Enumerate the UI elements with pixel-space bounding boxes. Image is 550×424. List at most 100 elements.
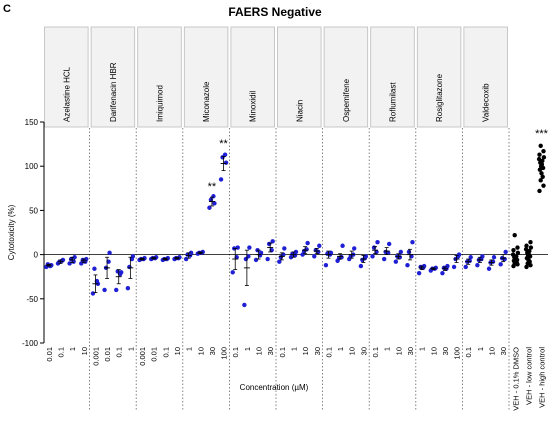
control-point [538, 178, 543, 183]
x-tick-label: 30 [359, 347, 368, 355]
data-point [475, 263, 480, 268]
x-tick-label: 0.1 [371, 347, 380, 357]
control-significance-annotation: *** [535, 128, 549, 140]
y-tick-label: 150 [25, 118, 39, 127]
data-point [451, 264, 457, 270]
group-header-box [370, 26, 415, 128]
group-header-label: Azelastine HCL [62, 66, 71, 122]
data-point [293, 249, 299, 255]
panel-letter: C [3, 3, 11, 15]
control-point [524, 243, 529, 248]
data-point [92, 266, 97, 271]
data-point [183, 256, 189, 262]
data-point [72, 255, 77, 260]
x-tick-label: 0.01 [45, 347, 54, 362]
data-point [468, 255, 473, 260]
x-tick-label: 30 [406, 347, 415, 355]
group-header-label: Roflumilast [389, 82, 398, 122]
y-tick-label: 50 [29, 206, 38, 215]
x-tick-label: 1 [418, 347, 427, 351]
x-tick-label: 10 [394, 347, 403, 355]
data-point [370, 254, 375, 259]
x-axis-label: Concentration (µM) [240, 383, 309, 392]
x-tick-label: 1 [336, 347, 345, 351]
group-header-box [90, 26, 136, 128]
x-tick-label: 0.01 [150, 347, 159, 362]
x-tick-label: 10 [301, 347, 310, 355]
x-tick-label: 30 [208, 347, 217, 355]
data-point [440, 270, 445, 276]
control-point [515, 245, 520, 250]
control-point [541, 148, 546, 154]
x-tick-label: 1 [383, 347, 392, 351]
data-point [486, 266, 492, 271]
control-point [537, 152, 542, 157]
data-point [218, 177, 224, 182]
data-point [212, 201, 217, 206]
data-point [127, 264, 132, 270]
group-header-label: Niacin [295, 100, 304, 122]
data-point [352, 246, 357, 251]
data-point [371, 245, 377, 250]
data-point [381, 256, 387, 262]
control-point [511, 247, 516, 253]
data-point [405, 263, 410, 268]
data-point [340, 243, 345, 248]
x-tick-label: 30 [313, 347, 322, 355]
x-tick-label: 30 [266, 347, 275, 355]
control-point [537, 188, 542, 194]
x-tick-label: 0.1 [231, 347, 240, 357]
x-tick-label: 30 [499, 347, 508, 355]
data-point [305, 240, 310, 246]
x-tick-label: 0.01 [103, 347, 112, 362]
group-header-label: Darifenacin HBR [109, 62, 118, 122]
data-point [230, 270, 235, 275]
chart-title: FAERS Negative [228, 5, 322, 19]
control-point [537, 167, 543, 172]
data-point [463, 264, 468, 270]
x-tick-label: 1 [243, 347, 252, 351]
data-point [247, 245, 252, 250]
x-tick-label: 0.1 [324, 347, 333, 357]
significance-annotation: ** [208, 181, 217, 193]
data-point [253, 257, 259, 263]
control-point [541, 183, 546, 188]
group-header-box [44, 26, 89, 128]
y-tick-label: 100 [25, 162, 39, 171]
x-tick-label: 10 [255, 347, 264, 355]
control-point [538, 143, 543, 149]
x-tick-label: 0.001 [91, 347, 100, 366]
group-header-box [323, 26, 369, 128]
y-tick-label: 0 [34, 251, 39, 260]
x-tick-label: 1 [68, 347, 77, 351]
control-point [528, 245, 534, 250]
control-point [527, 248, 532, 254]
group-header-label: Valdecoxib [482, 83, 491, 122]
control-point [528, 240, 533, 245]
x-tick-label: 0.001 [138, 347, 147, 366]
control-point [512, 232, 517, 238]
control-point [539, 171, 544, 176]
data-point [114, 287, 119, 293]
data-marks: ******* [44, 128, 549, 308]
group-header-box [230, 26, 275, 128]
data-point [266, 241, 272, 247]
data-point [107, 250, 112, 256]
data-point [67, 261, 72, 266]
group-header-label: Minoxidil [249, 91, 258, 122]
x-tick-label: 0.1 [56, 347, 65, 357]
data-point [398, 249, 404, 255]
data-point [358, 263, 364, 269]
x-tick-label: 10 [488, 347, 497, 355]
data-point [393, 259, 399, 264]
data-point [270, 239, 275, 244]
data-point [125, 285, 131, 291]
data-point [102, 287, 107, 293]
data-point [416, 270, 422, 276]
x-tick-label: 0.1 [278, 347, 287, 357]
control-point [536, 156, 542, 162]
x-tick-label: 10 [173, 347, 182, 355]
x-tick-label: 1 [289, 347, 298, 351]
data-point [503, 249, 508, 255]
